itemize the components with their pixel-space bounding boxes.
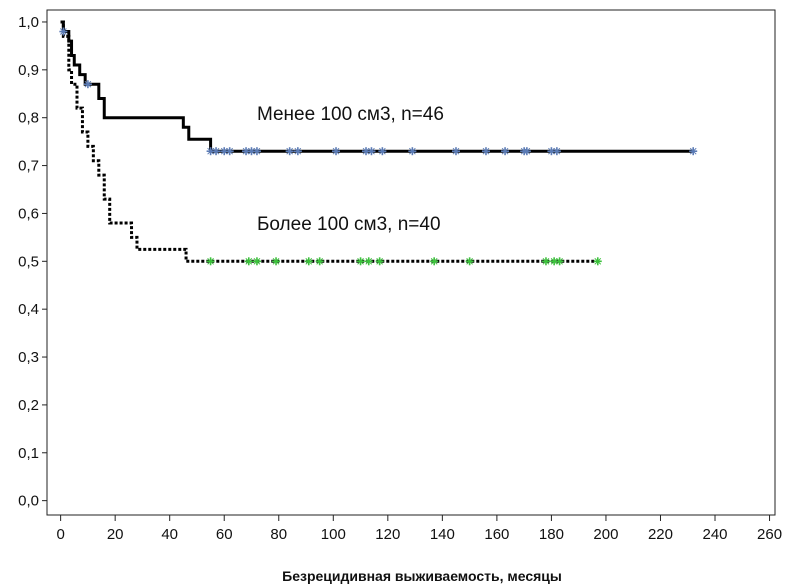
censor-marks-layer xyxy=(59,27,698,266)
y-tick-label: 0,1 xyxy=(18,445,39,462)
plot-frame xyxy=(46,9,776,516)
censor-mark-series-1 xyxy=(83,80,92,89)
censor-mark-series-1 xyxy=(378,147,387,156)
x-tick-label: 100 xyxy=(321,526,346,543)
y-axis: 0,0 0,1 0,2 0,3 0,4 0,5 0,6 0,7 0,8 0,9 1,0 xyxy=(18,14,47,510)
x-tick-label: 40 xyxy=(161,526,178,543)
censor-mark-series-2 xyxy=(206,257,215,266)
y-tick-label: 0,7 xyxy=(18,158,39,175)
x-tick-label: 260 xyxy=(757,526,782,543)
censor-mark-series-1 xyxy=(293,147,302,156)
series-layer xyxy=(60,20,694,263)
y-tick-label: 0,6 xyxy=(18,205,39,222)
censor-mark-series-2 xyxy=(304,257,313,266)
censor-mark-series-2 xyxy=(555,257,564,266)
censor-mark-series-1 xyxy=(332,147,341,156)
x-axis-label: Безрецидивная выживаемость, месяцы xyxy=(282,568,562,584)
series-line-2 xyxy=(60,20,598,263)
x-tick-label: 120 xyxy=(375,526,400,543)
x-tick-label: 240 xyxy=(702,526,727,543)
x-tick-label: 80 xyxy=(270,526,287,543)
y-tick-label: 0,5 xyxy=(18,253,39,270)
censor-mark-series-1 xyxy=(408,147,417,156)
censor-mark-series-1 xyxy=(547,147,556,156)
y-tick-label: 0,8 xyxy=(18,110,39,127)
censor-mark-series-1 xyxy=(212,147,221,156)
x-tick-label: 0 xyxy=(56,526,64,543)
censor-mark-series-2 xyxy=(272,257,281,266)
censor-mark-series-1 xyxy=(451,147,460,156)
y-tick-label: 1,0 xyxy=(18,14,39,31)
censor-mark-series-1 xyxy=(225,147,234,156)
y-tick-label: 0,3 xyxy=(18,349,39,366)
censor-mark-series-1 xyxy=(481,147,490,156)
censor-mark-series-1 xyxy=(689,147,698,156)
y-tick-label: 0,0 xyxy=(18,493,39,510)
x-tick-label: 20 xyxy=(107,526,124,543)
censor-mark-series-1 xyxy=(247,147,256,156)
censor-mark-series-1 xyxy=(206,147,215,156)
censor-mark-series-2 xyxy=(593,257,602,266)
annotation-series-1: Менее 100 см3, n=46 xyxy=(257,104,444,125)
y-tick-label: 0,2 xyxy=(18,397,39,414)
censor-mark-series-1 xyxy=(522,147,531,156)
censor-mark-series-1 xyxy=(252,147,261,156)
censor-mark-series-1 xyxy=(285,147,294,156)
censor-mark-series-1 xyxy=(501,147,510,156)
censor-mark-series-2 xyxy=(315,257,324,266)
annotation-series-2: Более 100 см3, n=40 xyxy=(257,214,441,235)
censor-mark-series-1 xyxy=(552,147,561,156)
x-tick-label: 220 xyxy=(648,526,673,543)
censor-mark-series-2 xyxy=(541,257,550,266)
censor-mark-series-2 xyxy=(356,257,365,266)
x-tick-label: 60 xyxy=(216,526,233,543)
x-axis: 0 20 40 60 80 100 120 140 160 180 200 220 240 260 xyxy=(56,515,782,543)
x-tick-label: 160 xyxy=(484,526,509,543)
y-tick-label: 0,9 xyxy=(18,62,39,79)
x-tick-label: 140 xyxy=(430,526,455,543)
censor-mark-series-2 xyxy=(430,257,439,266)
x-tick-label: 180 xyxy=(539,526,564,543)
censor-mark-series-2 xyxy=(244,257,253,266)
censor-mark-series-2 xyxy=(252,257,261,266)
censor-mark-series-2 xyxy=(375,257,384,266)
censor-mark-series-1 xyxy=(367,147,376,156)
censor-mark-series-2 xyxy=(364,257,373,266)
y-tick-label: 0,4 xyxy=(18,301,39,318)
censor-mark-series-2 xyxy=(465,257,474,266)
censor-mark-series-1 xyxy=(59,27,68,36)
x-tick-label: 200 xyxy=(593,526,618,543)
